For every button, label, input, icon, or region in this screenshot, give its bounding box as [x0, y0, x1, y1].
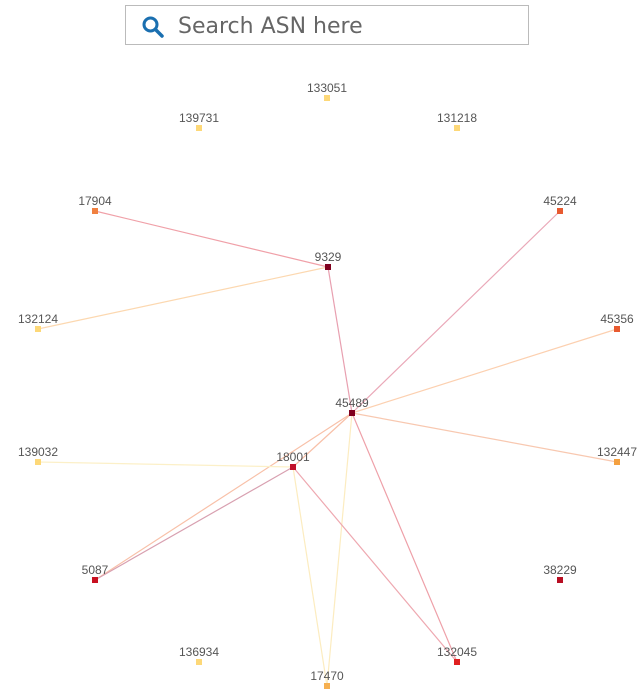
node[interactable]	[325, 264, 331, 270]
node[interactable]	[196, 659, 202, 665]
node[interactable]	[454, 659, 460, 665]
node-label: 45224	[543, 194, 577, 208]
node[interactable]	[614, 326, 620, 332]
edge	[37, 266, 329, 330]
node-label: 17470	[310, 669, 344, 683]
node-label: 9329	[315, 250, 342, 264]
node[interactable]	[92, 208, 98, 214]
node-label: 131218	[437, 111, 477, 125]
node-label: 133051	[307, 81, 347, 95]
edge	[351, 412, 618, 463]
node[interactable]	[324, 95, 330, 101]
edge	[351, 412, 458, 663]
edge	[292, 412, 353, 468]
node[interactable]	[557, 577, 563, 583]
node-label: 17904	[78, 194, 112, 208]
edge	[351, 328, 618, 414]
node-label: 38229	[543, 563, 577, 577]
node-label: 5087	[82, 563, 109, 577]
node-label: 132045	[437, 645, 477, 659]
edge	[292, 466, 458, 663]
edge	[351, 210, 561, 414]
node-label: 139032	[18, 445, 58, 459]
node-label: 132447	[597, 445, 637, 459]
edge	[37, 461, 294, 468]
edge	[326, 412, 353, 687]
node[interactable]	[614, 459, 620, 465]
edge	[327, 266, 353, 414]
search-icon	[142, 16, 164, 38]
node-label: 132124	[18, 312, 58, 326]
node[interactable]	[324, 683, 330, 689]
node[interactable]	[349, 410, 355, 416]
node-label: 18001	[276, 450, 310, 464]
node[interactable]	[92, 577, 98, 583]
edge	[292, 466, 328, 687]
node[interactable]	[196, 125, 202, 131]
search-box[interactable]: Search ASN here	[125, 5, 529, 45]
node-label: 136934	[179, 645, 219, 659]
node[interactable]	[290, 464, 296, 470]
node[interactable]	[35, 459, 41, 465]
node-label: 139731	[179, 111, 219, 125]
node[interactable]	[35, 326, 41, 332]
edge	[94, 210, 329, 268]
node[interactable]	[454, 125, 460, 131]
edge	[94, 466, 294, 581]
node-label: 45489	[335, 396, 369, 410]
node-label: 45356	[600, 312, 634, 326]
edge	[94, 412, 353, 581]
node[interactable]	[557, 208, 563, 214]
search-placeholder: Search ASN here	[178, 14, 363, 39]
